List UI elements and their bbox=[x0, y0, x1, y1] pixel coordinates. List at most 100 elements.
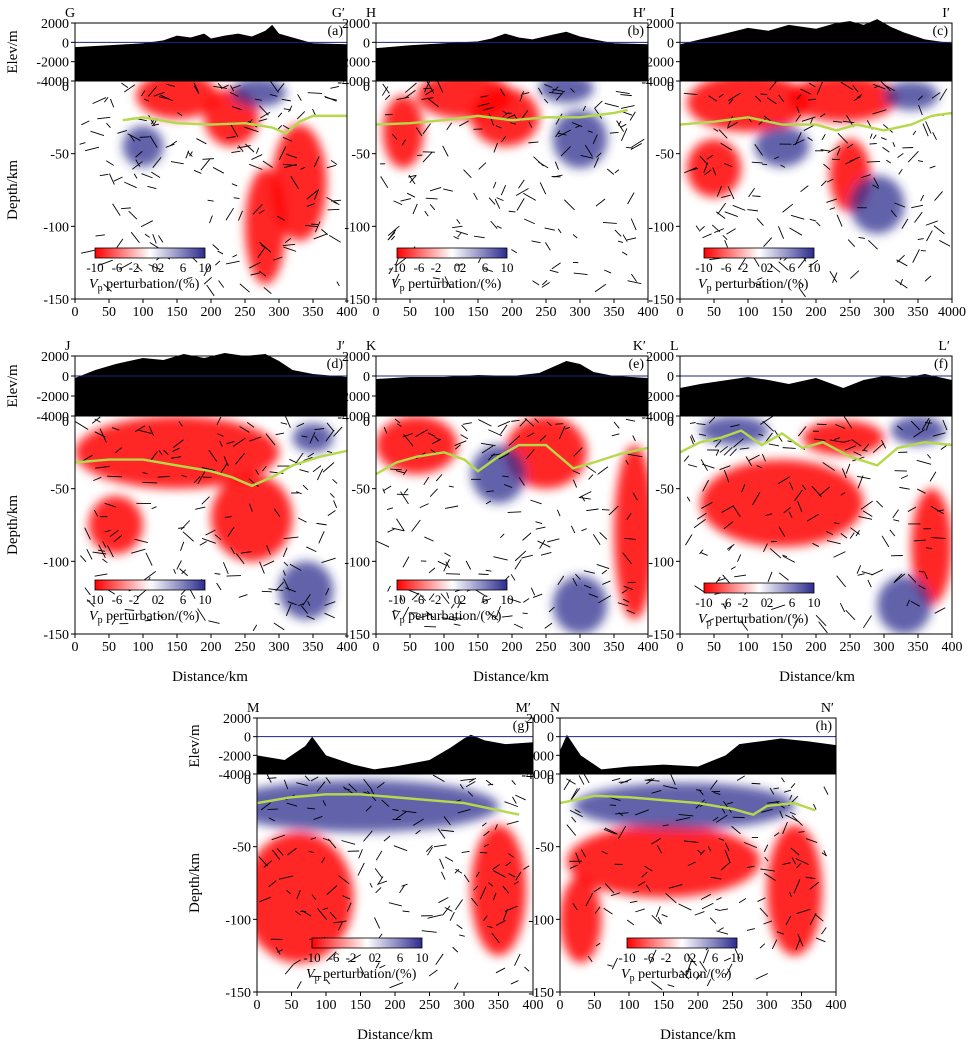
anisotropy-bar bbox=[326, 885, 338, 896]
anisotropy-bar bbox=[326, 422, 335, 432]
anisotropy-bar bbox=[831, 158, 840, 161]
anisotropy-bar bbox=[316, 781, 326, 792]
anisotropy-bar bbox=[84, 527, 91, 540]
anisotropy-bar bbox=[325, 429, 335, 442]
anisotropy-bar bbox=[408, 174, 416, 185]
anisotropy-bar bbox=[109, 530, 119, 537]
anisotropy-bar bbox=[465, 560, 472, 570]
anisotropy-bar bbox=[796, 863, 802, 869]
anisotropy-bar bbox=[618, 781, 628, 783]
anisotropy-bar bbox=[686, 961, 692, 972]
anisotropy-bar bbox=[746, 928, 755, 931]
distance-tick-label: 350 bbox=[303, 640, 324, 655]
colorbar-title: Vp perturbation/(%) bbox=[306, 967, 417, 984]
anisotropy-bar bbox=[322, 462, 335, 473]
anisotropy-bar bbox=[260, 802, 271, 811]
distance-tick-label: 100 bbox=[738, 305, 759, 320]
anisotropy-bar bbox=[75, 421, 89, 430]
distance-tick-label: 400 bbox=[337, 640, 358, 655]
anisotropy-bar bbox=[526, 432, 535, 438]
distance-tick-label: 250 bbox=[840, 305, 861, 320]
anisotropy-bars bbox=[563, 774, 829, 991]
anisotropy-bar bbox=[806, 513, 819, 522]
anisotropy-bar bbox=[572, 577, 578, 587]
anisotropy-bar bbox=[309, 432, 316, 444]
anisotropy-bar bbox=[295, 910, 301, 916]
anisotropy-bar bbox=[907, 573, 917, 583]
anisotropy-bar bbox=[701, 902, 714, 910]
anisotropy-bar bbox=[434, 437, 441, 441]
elev-tick-label: -2000 bbox=[337, 390, 370, 405]
anisotropy-bar bbox=[785, 915, 792, 926]
anisotropy-bar bbox=[630, 273, 637, 282]
colorbar-tick-label: -6 bbox=[112, 592, 123, 607]
anisotropy-bar bbox=[914, 211, 923, 223]
anisotropy-bar bbox=[924, 572, 928, 580]
anisotropy-bar bbox=[800, 88, 812, 95]
distance-tick-label: 0 bbox=[373, 640, 380, 655]
anisotropy-bar bbox=[721, 505, 735, 513]
anisotropy-bar bbox=[833, 551, 846, 558]
anisotropy-bar bbox=[498, 453, 510, 460]
anisotropy-bar bbox=[504, 801, 519, 808]
slow-anomaly-zone bbox=[566, 824, 761, 898]
anisotropy-bar bbox=[687, 861, 696, 867]
anisotropy-bar bbox=[313, 156, 320, 168]
anisotropy-bar bbox=[302, 484, 309, 491]
anisotropy-bar bbox=[135, 159, 141, 167]
anisotropy-bar bbox=[357, 862, 365, 876]
moho-line bbox=[375, 108, 628, 126]
colorbar-tick-label: -2 bbox=[738, 260, 749, 275]
anisotropy-bar bbox=[276, 848, 284, 856]
distance-tick-label: 300 bbox=[874, 640, 895, 655]
anisotropy-bar bbox=[225, 207, 234, 221]
colorbar-tick-label: 10 bbox=[199, 592, 212, 607]
anisotropy-bar bbox=[302, 594, 311, 606]
anisotropy-bar bbox=[763, 920, 773, 925]
anisotropy-bar bbox=[284, 416, 291, 428]
anisotropy-bar bbox=[695, 225, 700, 231]
anisotropy-bar bbox=[248, 503, 253, 512]
elev-tick-label: 0 bbox=[547, 731, 554, 746]
anisotropy-bar bbox=[502, 885, 510, 894]
anisotropy-bar bbox=[557, 132, 567, 136]
anisotropy-bar bbox=[205, 529, 216, 536]
anisotropy-bar bbox=[630, 143, 642, 150]
anisotropy-bar bbox=[495, 920, 506, 926]
anisotropy-bar bbox=[443, 816, 451, 826]
anisotropy-bar bbox=[595, 942, 601, 947]
anisotropy-bar bbox=[422, 123, 431, 135]
anisotropy-bar bbox=[778, 261, 789, 271]
anisotropy-bar bbox=[147, 185, 157, 190]
anisotropy-bar bbox=[532, 280, 540, 286]
anisotropy-bar bbox=[718, 93, 724, 98]
anisotropy-bar bbox=[252, 204, 263, 215]
panel-label: (b) bbox=[628, 24, 645, 39]
distance-tick-label: 200 bbox=[385, 998, 406, 1013]
anisotropy-bar bbox=[497, 420, 511, 427]
colorbar-tick-label: -6 bbox=[112, 260, 123, 275]
anisotropy-bar bbox=[785, 814, 799, 823]
anisotropy-bar bbox=[858, 237, 865, 239]
anisotropy-bar bbox=[222, 562, 229, 574]
anisotropy-bar bbox=[128, 210, 138, 220]
colorbar-tick-label: -10 bbox=[695, 260, 712, 275]
anisotropy-bar bbox=[457, 809, 471, 814]
anisotropy-bar bbox=[440, 871, 446, 880]
distance-tick-label: 400 bbox=[826, 998, 847, 1013]
panel-label: (g) bbox=[513, 719, 530, 734]
anisotropy-bars bbox=[683, 416, 950, 634]
anisotropy-bar bbox=[86, 599, 95, 607]
anisotropy-bar bbox=[179, 568, 188, 577]
anisotropy-bar bbox=[429, 488, 438, 497]
anisotropy-bar bbox=[491, 863, 501, 871]
colorbar-tick-label: -6 bbox=[721, 260, 732, 275]
anisotropy-bar bbox=[499, 88, 506, 97]
colorbar-tick-label: -6 bbox=[329, 950, 340, 965]
distance-tick-label: 50 bbox=[102, 640, 116, 655]
anisotropy-bar bbox=[727, 185, 735, 200]
anisotropy-bar bbox=[92, 97, 107, 105]
distance-tick-label: 150 bbox=[167, 305, 188, 320]
anisotropy-bar bbox=[700, 552, 708, 556]
anisotropy-bar bbox=[172, 447, 180, 452]
